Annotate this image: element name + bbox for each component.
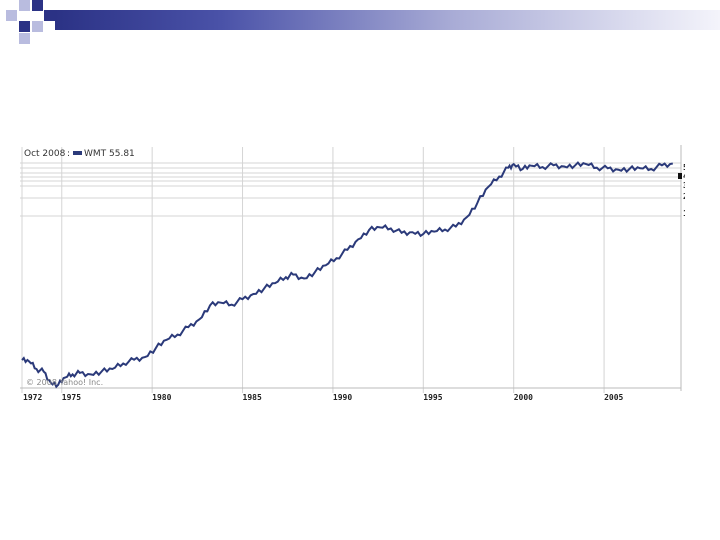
legend-separator: : — [67, 149, 70, 159]
x-tick-1995: 1995 — [423, 393, 442, 402]
x-tick-1975: 1975 — [62, 393, 81, 402]
deco-square — [6, 10, 17, 21]
deco-square — [19, 21, 30, 32]
y-tick-30: 30 — [683, 181, 685, 190]
copyright-text: © 2008 Yahoo! Inc. — [26, 378, 103, 387]
y-tick-50: 50 — [683, 163, 685, 172]
x-tick-2000: 2000 — [514, 393, 533, 402]
vertical-gridlines — [21, 147, 605, 393]
y-tick-10: 10 — [683, 209, 685, 218]
deco-square — [32, 21, 43, 32]
slide-decoration — [0, 0, 720, 50]
x-tick-1990: 1990 — [333, 393, 352, 402]
deco-square — [44, 10, 55, 21]
title-gradient-bar — [55, 10, 720, 30]
x-tick-1972: 1972 — [23, 393, 42, 402]
current-price-marker — [678, 173, 682, 179]
legend-date: Oct 2008 — [24, 149, 66, 159]
deco-square — [32, 0, 43, 11]
legend-swatch — [73, 151, 82, 155]
deco-square — [19, 0, 30, 11]
legend-ticker-value: WMT 55.81 — [84, 149, 135, 159]
deco-square — [19, 33, 30, 44]
x-tick-1985: 1985 — [243, 393, 262, 402]
chart-svg: Oct 2008 : WMT 55.81 © 2008 Yahoo! Inc. … — [20, 145, 685, 402]
stock-chart: Oct 2008 : WMT 55.81 © 2008 Yahoo! Inc. … — [20, 143, 685, 403]
horizontal-gridlines — [20, 162, 681, 217]
y-tick-40: 40 — [683, 172, 685, 181]
y-tick-20: 20 — [683, 192, 685, 201]
x-tick-1980: 1980 — [152, 393, 171, 402]
y-tick-labels: 504030 20 10 — [683, 163, 685, 218]
x-tick-labels: 1972 1975 1980 1985 1990 1995 2000 2005 — [23, 393, 624, 402]
x-tick-2005: 2005 — [604, 393, 623, 402]
series-line-wmt — [21, 161, 673, 389]
